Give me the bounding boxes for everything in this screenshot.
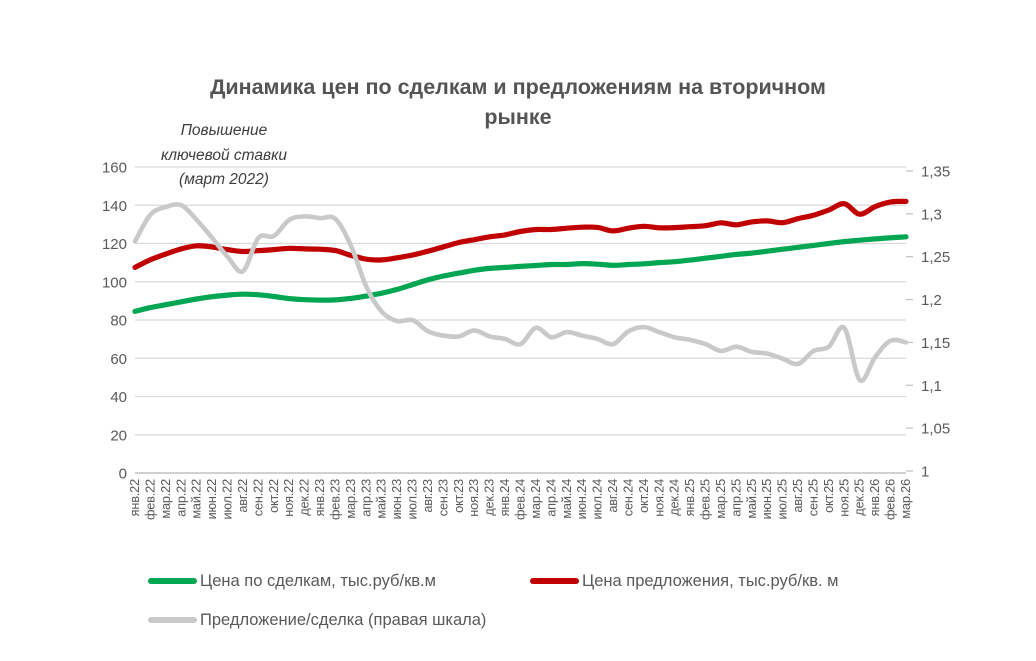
x-axis-tick-label: янв.25 <box>682 479 697 516</box>
x-axis-tick-label: мар.23 <box>343 479 358 519</box>
x-axis-tick-label: авг.24 <box>605 479 620 513</box>
x-axis-tick-label: мар.26 <box>898 479 913 519</box>
x-axis-tick-label: сен.22 <box>250 479 265 516</box>
x-axis-tick-label: май.25 <box>744 479 759 519</box>
x-axis-tick-label: сен.23 <box>435 479 450 516</box>
x-axis-tick-label: окт.24 <box>636 479 651 513</box>
offer-deal-ratio-line-swatch <box>148 617 197 623</box>
x-axis-tick-label: апр.25 <box>728 479 743 517</box>
legend-item-deal-price: Цена по сделкам, тыс.руб/кв.м <box>148 570 436 592</box>
x-axis-tick-label: июл.22 <box>220 479 235 520</box>
right-axis-tick-label: 1 <box>921 464 929 481</box>
x-axis-tick-label: фев.24 <box>513 479 528 520</box>
x-axis-tick-label: фев.23 <box>327 479 342 520</box>
annotation-line2: ключевой ставки <box>160 146 288 164</box>
x-axis-tick-label: май.24 <box>559 479 574 519</box>
x-axis-tick-label: ноя.23 <box>466 479 481 517</box>
legend-item-offer-deal-ratio: Предложение/сделка (правая шкала) <box>148 609 486 631</box>
legend-label-deal-price: Цена по сделкам, тыс.руб/кв.м <box>200 571 436 590</box>
x-axis-tick-label: дек.22 <box>297 479 312 516</box>
x-axis-tick-label: сен.24 <box>620 479 635 516</box>
left-axis-tick-label: 100 <box>102 274 127 291</box>
x-axis-tick-label: фев.25 <box>698 479 713 520</box>
chart-title-line1: Динамика цен по сделкам и предложениям н… <box>210 75 826 99</box>
legend-label-offer-price: Цена предложения, тыс.руб/кв. м <box>582 571 839 590</box>
legend-label-offer-deal-ratio: Предложение/сделка (правая шкала) <box>200 610 487 629</box>
x-axis-tick-label: апр.24 <box>543 479 558 517</box>
x-axis-tick-label: мар.24 <box>528 479 543 519</box>
x-axis-tick-label: июн.25 <box>759 479 774 519</box>
chart-title-line2: рынке <box>484 105 552 129</box>
right-axis-tick-label: 1,05 <box>921 421 950 438</box>
series-line-offer-price <box>132 198 909 270</box>
x-axis-tick-label: авг.23 <box>420 479 435 513</box>
x-axis-tick-label: дек.24 <box>667 479 682 516</box>
x-axis-tick-label: май.23 <box>374 479 389 519</box>
legend-item-offer-price: Цена предложения, тыс.руб/кв. м <box>530 570 838 592</box>
series-line-offer-deal-ratio <box>132 202 909 384</box>
x-axis-tick-label: май.22 <box>189 479 204 519</box>
left-axis-tick-label: 0 <box>119 466 127 483</box>
x-axis-tick-label: июн.24 <box>574 479 589 519</box>
x-axis-tick-label: апр.23 <box>358 479 373 517</box>
x-axis-tick-label: ноя.25 <box>836 479 851 517</box>
right-axis-tick-label: 1,15 <box>921 335 950 352</box>
x-axis-tick-label: июл.23 <box>405 479 420 520</box>
left-axis-tick-label: 20 <box>110 427 127 444</box>
chart-title: Динамика цен по сделкам и предложениям н… <box>0 72 1036 132</box>
x-axis-tick-label: мар.25 <box>713 479 728 519</box>
x-axis-tick-label: окт.25 <box>821 479 836 513</box>
x-axis-tick-label: ноя.22 <box>281 479 296 517</box>
x-axis-tick-label: дек.23 <box>482 479 497 516</box>
x-axis-tick-label: окт.22 <box>266 479 281 513</box>
right-axis-tick-label: 1,2 <box>921 292 942 309</box>
left-axis-tick-label: 120 <box>102 236 127 253</box>
x-axis-tick-label: фев.26 <box>883 479 898 520</box>
right-axis-tick-label: 1,25 <box>921 249 950 266</box>
right-axis-tick-label: 1,1 <box>921 378 942 395</box>
left-axis-tick-label: 80 <box>110 313 127 330</box>
x-axis-tick-label: ноя.24 <box>651 479 666 517</box>
x-axis-tick-label: фев.22 <box>142 479 157 520</box>
x-axis-tick-label: июн.23 <box>389 479 404 519</box>
x-axis-tick-label: дек.25 <box>852 479 867 516</box>
annotation-line3: (март 2022) <box>179 171 269 188</box>
right-axis-tick-label: 1,3 <box>921 206 942 223</box>
x-axis-tick-label: янв.26 <box>867 479 882 516</box>
x-axis-tick-label: сен.25 <box>805 479 820 516</box>
series-line-deal-price <box>132 234 909 314</box>
x-axis-tick-label: авг.22 <box>235 479 250 513</box>
x-axis-tick-label: янв.22 <box>127 479 142 516</box>
x-axis-tick-label: июн.22 <box>204 479 219 519</box>
x-axis-tick-label: июл.25 <box>775 479 790 520</box>
x-axis-tick-label: авг.25 <box>790 479 805 513</box>
annotation-line1: Повышение <box>180 122 268 139</box>
offer-price-line-swatch <box>530 578 579 584</box>
x-axis-tick-label: мар.22 <box>158 479 173 519</box>
x-axis-tick-label: янв.23 <box>312 479 327 516</box>
left-axis-tick-label: 140 <box>102 198 127 215</box>
x-axis-tick-label: июл.24 <box>590 479 605 520</box>
x-axis-tick-label: окт.23 <box>451 479 466 513</box>
left-axis-tick-label: 60 <box>110 351 127 368</box>
x-axis-tick-label: янв.24 <box>497 479 512 516</box>
left-axis-tick-label: 40 <box>110 389 127 406</box>
right-axis-tick-label: 1,35 <box>921 164 950 181</box>
key-rate-annotation: Повышение ключевой ставки (март 2022) <box>145 119 303 193</box>
left-axis-tick-label: 160 <box>102 160 127 177</box>
x-axis-tick-label: апр.22 <box>173 479 188 517</box>
deal-price-line-swatch <box>148 578 197 584</box>
